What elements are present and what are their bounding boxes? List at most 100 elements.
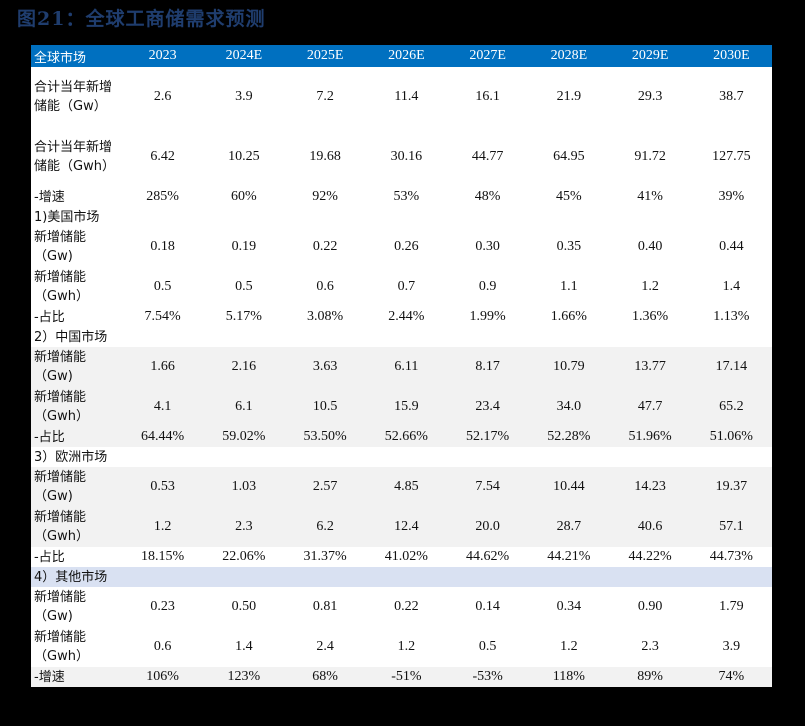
table-cell: 52.66%	[365, 427, 447, 447]
table-cell	[284, 567, 366, 587]
table-cell	[447, 327, 529, 347]
table-cell: 2.3	[203, 507, 285, 547]
table-cell: 31.37%	[284, 547, 366, 567]
table-cell: 44.77	[447, 127, 529, 187]
table-cell: 2.3	[609, 627, 691, 667]
table-cell: 1.2	[609, 267, 691, 307]
table-cell: 4.85	[365, 467, 447, 507]
row-label: -占比	[31, 547, 122, 567]
table-cell: 2.16	[203, 347, 285, 387]
table-cell: 0.5	[447, 627, 529, 667]
table-cell: 10.25	[203, 127, 285, 187]
table-row: 新增储能（Gwh） 1.2 2.3 6.2 12.4 20.0 28.7 40.6 57.1	[31, 507, 772, 547]
table-cell: 1.2	[528, 627, 610, 667]
table-cell	[203, 207, 285, 227]
table-cell: 44.22%	[609, 547, 691, 567]
table-cell: 6.2	[284, 507, 366, 547]
table-cell: 1.13%	[690, 307, 772, 327]
table-cell: 0.23	[122, 587, 204, 627]
table-cell: 0.50	[203, 587, 285, 627]
table-cell: 123%	[203, 667, 285, 687]
table-cell: 0.22	[365, 587, 447, 627]
table-cell	[447, 447, 529, 467]
table-cell: 3.9	[203, 67, 285, 127]
table-cell: 7.54%	[122, 307, 204, 327]
table-cell: 285%	[122, 187, 204, 207]
table-cell: 64.44%	[122, 427, 204, 447]
table-cell: 6.42	[122, 127, 204, 187]
table-cell: 1.2	[365, 627, 447, 667]
header-year: 2023	[122, 45, 204, 67]
table-cell: 0.19	[203, 227, 285, 267]
table-cell	[365, 327, 447, 347]
table-header-row: 全球市场 2023 2024E 2025E 2026E 2027E 2028E …	[31, 45, 772, 67]
table-cell: 0.7	[365, 267, 447, 307]
row-label: 新增储能（Gw)	[31, 467, 122, 507]
table-cell: 59.02%	[203, 427, 285, 447]
table-cell	[528, 447, 610, 467]
section-label: 2）中国市场	[31, 327, 122, 347]
row-label: 新增储能（Gwh）	[31, 507, 122, 547]
table-cell	[122, 207, 204, 227]
table-cell	[284, 207, 366, 227]
row-label: -增速	[31, 667, 122, 687]
table-cell: 0.35	[528, 227, 610, 267]
table-cell: -51%	[365, 667, 447, 687]
table-cell: 53%	[365, 187, 447, 207]
table-cell: 18.15%	[122, 547, 204, 567]
table-cell: -53%	[447, 667, 529, 687]
table-cell: 44.21%	[528, 547, 610, 567]
table-cell: 1.1	[528, 267, 610, 307]
table-cell: 52.28%	[528, 427, 610, 447]
table-cell	[447, 207, 529, 227]
table-cell: 21.9	[528, 67, 610, 127]
table-cell: 28.7	[528, 507, 610, 547]
table-cell: 38.7	[690, 67, 772, 127]
table-cell: 0.90	[609, 587, 691, 627]
table-cell: 0.6	[284, 267, 366, 307]
table-cell	[122, 567, 204, 587]
row-label: -占比	[31, 307, 122, 327]
table-cell: 127.75	[690, 127, 772, 187]
header-year: 2027E	[447, 45, 529, 67]
header-market: 全球市场	[31, 45, 122, 67]
table-cell	[528, 327, 610, 347]
row-label: -占比	[31, 427, 122, 447]
section-label: 1)美国市场	[31, 207, 122, 227]
table-cell: 47.7	[609, 387, 691, 427]
table-cell: 53.50%	[284, 427, 366, 447]
section-header-row: 1)美国市场	[31, 207, 772, 227]
header-year: 2029E	[609, 45, 691, 67]
table-cell: 8.17	[447, 347, 529, 387]
table-cell: 57.1	[690, 507, 772, 547]
table-cell	[365, 567, 447, 587]
table-cell: 0.22	[284, 227, 366, 267]
table-cell: 10.44	[528, 467, 610, 507]
table-cell: 0.34	[528, 587, 610, 627]
table-cell: 13.77	[609, 347, 691, 387]
row-label: 新增储能（Gwh）	[31, 387, 122, 427]
table-cell: 68%	[284, 667, 366, 687]
table-cell: 48%	[447, 187, 529, 207]
table-row: 新增储能（Gw) 1.66 2.16 3.63 6.11 8.17 10.79 13.77 17…	[31, 347, 772, 387]
table-cell: 6.11	[365, 347, 447, 387]
table-cell: 4.1	[122, 387, 204, 427]
table-row: 新增储能（Gw) 0.53 1.03 2.57 4.85 7.54 10.44 14.23 19…	[31, 467, 772, 507]
table-cell: 0.6	[122, 627, 204, 667]
table-cell: 51.96%	[609, 427, 691, 447]
table-cell: 7.2	[284, 67, 366, 127]
table-cell: 0.5	[203, 267, 285, 307]
table-cell	[447, 567, 529, 587]
table-cell	[203, 447, 285, 467]
energy-storage-forecast-table: 全球市场 2023 2024E 2025E 2026E 2027E 2028E …	[31, 45, 772, 687]
table-cell: 11.4	[365, 67, 447, 127]
table-cell: 44.73%	[690, 547, 772, 567]
header-year: 2028E	[528, 45, 610, 67]
table-row: 新增储能（Gw) 0.18 0.19 0.22 0.26 0.30 0.35 0.40 0.44	[31, 227, 772, 267]
table-cell: 0.5	[122, 267, 204, 307]
table-cell	[284, 447, 366, 467]
table-cell	[203, 327, 285, 347]
figure-title: 图21：全球工商储需求预测	[17, 8, 266, 30]
row-label: 新增储能（Gw)	[31, 347, 122, 387]
table-cell: 7.54	[447, 467, 529, 507]
